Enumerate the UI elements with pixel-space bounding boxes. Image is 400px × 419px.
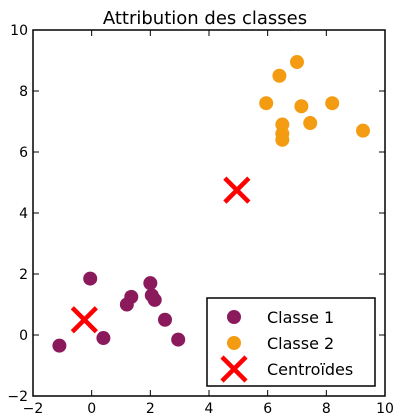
class-1-point-6	[143, 276, 158, 291]
y-tick-label: 0	[19, 328, 28, 344]
class-1-point-3	[96, 331, 111, 346]
centroid-marker-2	[223, 176, 251, 204]
y-tick-label: −2	[7, 389, 28, 405]
class-1-point-2	[83, 271, 98, 286]
legend: Classe 1 Classe 2 Centroïdes	[206, 297, 376, 387]
class-2-point-6	[290, 55, 304, 70]
x-tick-label: 10	[376, 401, 394, 417]
y-tick-label: 10	[10, 23, 28, 39]
y-tick-label: 2	[19, 267, 28, 283]
legend-label-2: Classe 2	[267, 334, 334, 353]
class-2-point-8	[303, 116, 318, 131]
x-tick-label: 4	[205, 401, 214, 417]
x-tick-label: 6	[263, 401, 272, 417]
class-2-point-9	[325, 96, 340, 111]
centroid-marker-1	[70, 306, 98, 334]
legend-label-3: Centroïdes	[267, 360, 353, 379]
class-2-point-7	[294, 99, 309, 114]
class-2-point-10	[356, 123, 370, 138]
x-tick-label: 2	[146, 401, 155, 417]
y-tick-label: 4	[19, 206, 28, 222]
plot-area	[52, 55, 370, 353]
class-2-point-1	[259, 96, 274, 111]
x-tick-label: 8	[322, 401, 331, 417]
legend-marker-2	[227, 336, 241, 350]
x-tick-label: 0	[87, 401, 96, 417]
legend-label-1: Classe 1	[267, 308, 334, 327]
class-1-point-9	[158, 312, 172, 327]
class-2-point-5	[275, 132, 290, 147]
legend-marker-1	[227, 310, 241, 324]
class-1-point-8	[147, 292, 162, 307]
chart-title: Attribution des classes	[103, 8, 307, 29]
class-1-point-1	[52, 338, 67, 353]
axes: −2 0 2 4 6 8 10 −2 0 2 4 6 8 10	[7, 23, 394, 417]
legend-marker-3	[220, 355, 248, 383]
y-tick-label: 6	[19, 145, 28, 161]
class-2-point-2	[272, 68, 287, 83]
class-1-point-5	[124, 289, 139, 304]
y-tick-label: 8	[19, 84, 28, 100]
class-1-point-10	[171, 332, 186, 347]
x-tick-label: −2	[23, 401, 44, 417]
